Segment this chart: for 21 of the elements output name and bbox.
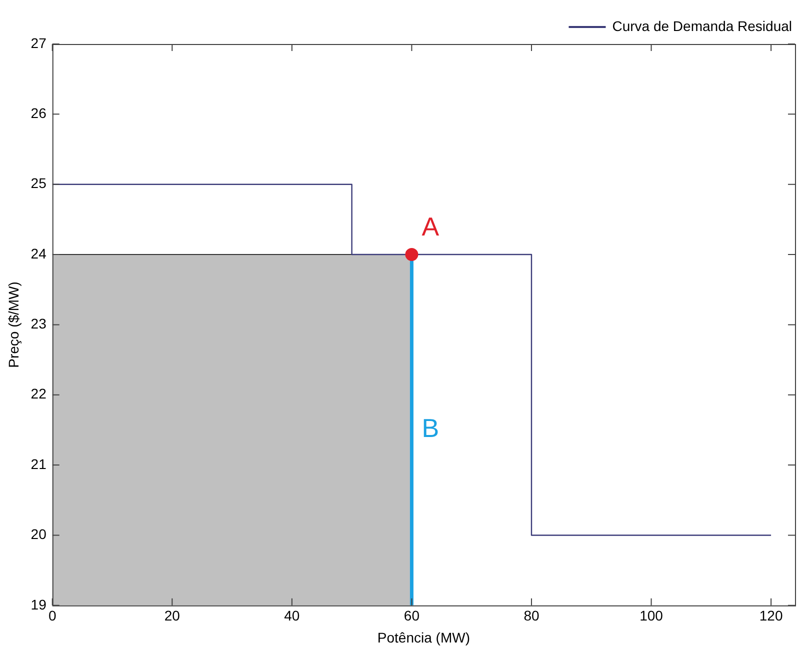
x-tick-label: 40 (284, 608, 300, 624)
legend-label: Curva de Demanda Residual (612, 18, 792, 34)
x-tick-label: 0 (48, 608, 56, 624)
annotation: A (422, 212, 440, 242)
y-tick-label: 19 (30, 596, 47, 612)
x-tick-label: 120 (759, 608, 783, 624)
y-tick-label: 27 (30, 34, 47, 51)
y-tick-label: 22 (30, 386, 47, 402)
x-tick-label: 80 (524, 608, 540, 624)
y-tick-label: 25 (30, 175, 47, 192)
x-tick-label: 20 (164, 608, 180, 624)
x-axis-title: Potência (MW) (377, 629, 470, 646)
x-tick-label: 60 (404, 608, 420, 624)
y-tick-label: 21 (30, 456, 47, 472)
y-tick-label: 23 (30, 316, 47, 332)
y-tick-label: 24 (30, 245, 47, 262)
x-tick-label: 100 (640, 608, 664, 624)
y-tick-label: 20 (30, 526, 47, 542)
annotation: B (422, 413, 440, 444)
y-axis-title: Preço ($/MW) (5, 282, 22, 368)
y-tick-label: 26 (30, 105, 47, 122)
